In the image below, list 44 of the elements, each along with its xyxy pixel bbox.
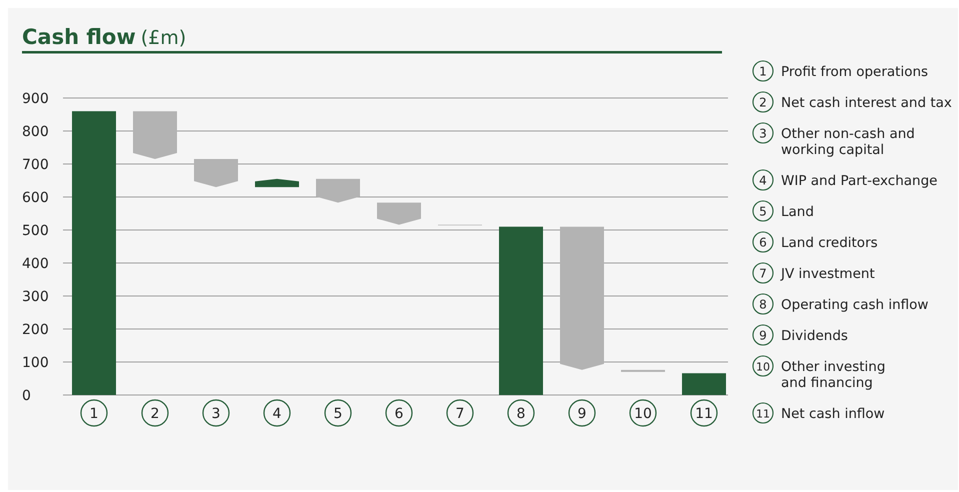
category-label: 10 [756, 360, 770, 374]
y-tick-label: 900 [22, 91, 49, 107]
text: JV investment [780, 266, 875, 282]
category-label: 4 [759, 174, 767, 188]
text: Operating cash inflow [781, 297, 928, 313]
x-tick-label: 7 [456, 406, 464, 422]
text: Net cash interest and tax [781, 95, 952, 111]
y-tick-label: 700 [22, 157, 49, 173]
y-tick-label: 200 [22, 322, 49, 338]
category-label: 3 [759, 126, 767, 140]
text: Other investing and financing [781, 359, 886, 391]
y-axis-title: (£m) [140, 27, 186, 49]
category-label: 9 [759, 328, 767, 342]
y-tick-label: 100 [22, 355, 49, 371]
category-label: 7 [759, 266, 767, 280]
text: Land creditors [781, 235, 878, 251]
x-tick-label: 4 [272, 406, 282, 422]
category-label: 5 [759, 204, 767, 218]
x-tick-label: 8 [516, 406, 526, 422]
text: WIP and Part-exchange [781, 173, 938, 189]
text: Land [781, 204, 814, 220]
y-tick-label: 400 [22, 256, 49, 272]
y-tick-label: 600 [22, 190, 49, 206]
x-tick-label: 5 [334, 406, 342, 422]
category-label: 2 [759, 96, 767, 110]
x-tick-label: 3 [212, 406, 220, 422]
text: Net cash inflow [781, 406, 885, 422]
category-label: 6 [759, 236, 767, 250]
x-tick-label: 9 [578, 406, 586, 422]
text: Profit from operations [781, 64, 928, 80]
y-tick-label: 500 [22, 223, 49, 239]
y-tick-label: 800 [22, 124, 49, 140]
x-tick-label: 1 [90, 406, 98, 422]
x-tick-label: 11 [695, 406, 713, 422]
x-tick-label: 10 [634, 406, 652, 422]
category-label: 8 [759, 298, 767, 312]
y-tick-label: 0 [22, 388, 31, 404]
text: Dividends [781, 328, 848, 344]
chart-title: Cash flow [22, 25, 136, 49]
y-tick-label: 300 [22, 289, 49, 305]
x-tick-label: 6 [394, 406, 404, 422]
text: Other non-cash and working capital [781, 126, 915, 158]
x-tick-label: 2 [150, 406, 160, 422]
category-label: 1 [759, 64, 767, 78]
